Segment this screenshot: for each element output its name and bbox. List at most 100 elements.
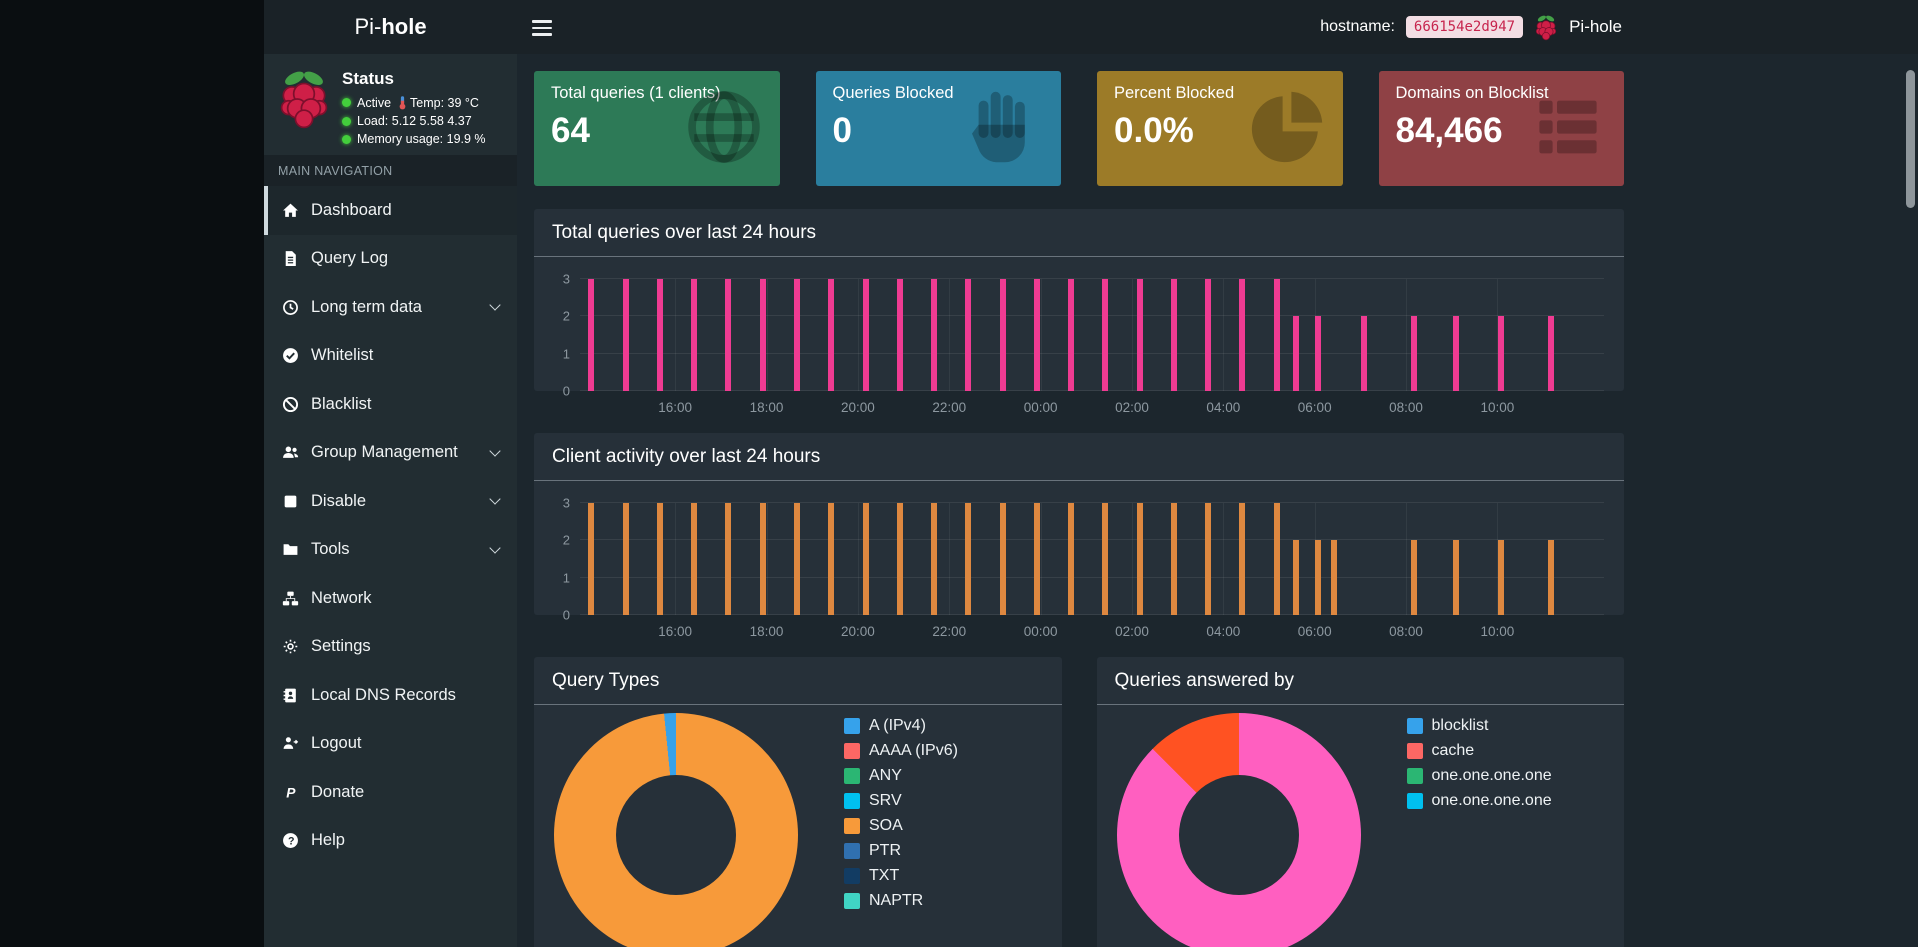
chart-bar (1547, 316, 1554, 391)
gridline (1406, 503, 1408, 615)
chart-bar (1452, 316, 1459, 391)
x-axis-label: 10:00 (1480, 624, 1515, 639)
chevron-down-icon (489, 299, 501, 311)
x-axis-label: 16:00 (658, 624, 693, 639)
sidebar-item-whitelist[interactable]: Whitelist (264, 332, 517, 381)
chart-bar (1498, 316, 1505, 391)
total-queries-chart[interactable]: 0 1 2 3 16:00 18:00 20:00 22:00 00:00 02:00 04:00 0… (563, 273, 1604, 415)
status-line-load: Load: 5.12 5.58 4.37 (342, 114, 486, 128)
legend-item[interactable]: blocklist (1406, 717, 1552, 735)
legend-item[interactable]: one.one.one.one (1406, 767, 1552, 785)
app-logo[interactable]: Pi-hole (264, 0, 517, 54)
y-axis-label: 2 (562, 308, 570, 324)
card-percent-blocked[interactable]: Percent Blocked 0.0% (1097, 71, 1343, 186)
legend-item[interactable]: SRV (844, 792, 958, 810)
x-axis-label: 04:00 (1206, 624, 1241, 639)
x-axis-label: 00:00 (1023, 624, 1058, 639)
chevron-down-icon (489, 445, 501, 457)
sidebar-item-label: Group Management (311, 443, 458, 462)
main-content: Total queries (1 clients) 64 Queries Blo… (517, 54, 1918, 947)
panel-title: Client activity over last 24 hours (552, 445, 821, 467)
query-types-donut[interactable] (554, 713, 798, 947)
card-queries-blocked[interactable]: Queries Blocked 0 (815, 71, 1061, 186)
scrollbar-thumb[interactable] (1906, 70, 1915, 208)
gridline (580, 502, 1604, 503)
legend-item[interactable]: cache (1406, 742, 1552, 760)
legend-swatch (844, 718, 860, 734)
sidebar-item-disable[interactable]: Disable (264, 477, 517, 526)
sidebar-item-label: Whitelist (311, 346, 374, 365)
hand-icon (961, 83, 1049, 176)
legend-item[interactable]: TXT (844, 867, 958, 885)
legend-item[interactable]: A (IPv4) (844, 717, 958, 735)
chart-bar (622, 503, 629, 615)
sidebar-item-network[interactable]: Network (264, 574, 517, 623)
card-domains-on-blocklist[interactable]: Domains on Blocklist 84,466 (1378, 71, 1624, 186)
sidebar-item-local-dns-records[interactable]: Local DNS Records (264, 671, 517, 720)
stop-icon (278, 493, 302, 510)
legend-item[interactable]: AAAA (IPv6) (844, 742, 958, 760)
legend-swatch (1406, 793, 1423, 809)
status-title: Status (342, 69, 394, 88)
status-dot (342, 98, 351, 107)
gridline (580, 614, 1604, 615)
chart-bar (622, 279, 629, 391)
chart-bar (588, 279, 595, 391)
sidebar-item-donate[interactable]: P Donate (264, 768, 517, 817)
x-axis-label: 06:00 (1297, 400, 1332, 415)
client-activity-chart[interactable]: 0 1 2 3 16:00 18:00 20:00 22:00 00:00 02:00 04:00 0… (563, 497, 1604, 639)
chart-bar (1273, 279, 1280, 391)
sidebar-item-group-management[interactable]: Group Management (264, 429, 517, 478)
sidebar-item-label: Help (311, 831, 345, 850)
chart-bar (1102, 503, 1109, 615)
navbar-brand[interactable]: Pi-hole (1569, 17, 1622, 36)
y-axis-label: 2 (562, 532, 570, 548)
logout-icon (278, 735, 302, 752)
sidebar-item-query-log[interactable]: Query Log (264, 235, 517, 284)
gridline (1223, 503, 1225, 615)
sidebar-toggle-button[interactable] (532, 20, 552, 36)
sidebar-item-tools[interactable]: Tools (264, 526, 517, 575)
sidebar-item-help[interactable]: ? Help (264, 817, 517, 866)
legend-label: AAAA (IPv6) (869, 742, 958, 759)
chart-bar (691, 279, 698, 391)
status-temp: Temp: 39 °C (410, 95, 479, 110)
legend-label: one.one.one.one (1431, 767, 1552, 784)
chart-bar (1292, 540, 1299, 615)
chart-bar (793, 503, 800, 615)
sidebar-item-long-term-data[interactable]: Long term data (264, 283, 517, 332)
sidebar-item-dashboard[interactable]: Dashboard (264, 186, 517, 235)
chart-bar (1361, 316, 1368, 391)
legend-swatch (844, 843, 860, 859)
chart-bar (896, 279, 903, 391)
folder-icon (278, 541, 302, 558)
gridline (675, 279, 677, 391)
legend-item[interactable]: ANY (844, 767, 958, 785)
legend-item[interactable]: one.one.one.one (1406, 792, 1552, 810)
chart-bar (931, 279, 938, 391)
panel-title: Query Types (552, 669, 660, 691)
y-axis-label: 0 (562, 383, 570, 399)
queries-answered-donut[interactable] (1116, 713, 1361, 947)
gridline (857, 503, 859, 615)
sidebar-item-logout[interactable]: Logout (264, 720, 517, 769)
sidebar-item-label: Donate (311, 782, 365, 801)
list-icon (1524, 83, 1612, 176)
sidebar-item-label: Logout (311, 734, 362, 753)
status-load: Load: 5.12 5.58 4.37 (357, 114, 472, 128)
network-icon (278, 590, 302, 607)
gridline (949, 503, 951, 615)
legend-label: SOA (869, 817, 903, 834)
card-total-queries[interactable]: Total queries (1 clients) 64 (534, 71, 780, 186)
card-label: Percent Blocked (1114, 84, 1235, 102)
legend-item[interactable]: NAPTR (844, 892, 958, 910)
chevron-down-icon (489, 493, 501, 505)
chart-bar (1410, 316, 1417, 391)
globe-icon (680, 83, 768, 176)
legend-label: blocklist (1431, 717, 1489, 734)
legend-item[interactable]: PTR (844, 842, 958, 860)
chart-bar (725, 279, 732, 391)
sidebar-item-settings[interactable]: Settings (264, 623, 517, 672)
legend-item[interactable]: SOA (844, 817, 958, 835)
sidebar-item-blacklist[interactable]: Blacklist (264, 380, 517, 429)
